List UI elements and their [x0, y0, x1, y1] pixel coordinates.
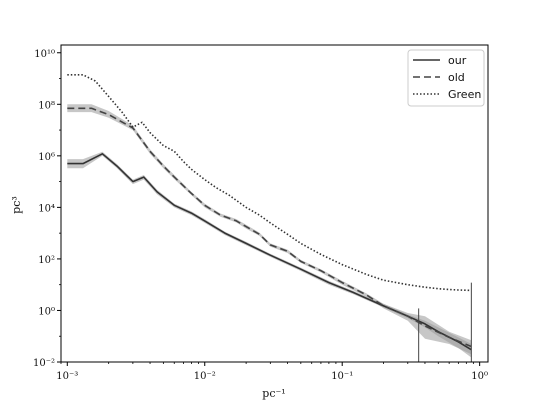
legend-box [407, 49, 485, 107]
y-tick-label: 10¹⁰ [34, 49, 55, 60]
y-tick-label: 10⁰ [38, 306, 55, 317]
legend-label-green: Green [448, 88, 481, 101]
y-tick-label: 10⁶ [38, 152, 55, 163]
y-tick-label: 10⁻² [33, 358, 55, 369]
legend-label-old: old [448, 71, 465, 84]
x-tick-label: 10⁻¹ [331, 371, 353, 382]
legend: our old Green [407, 49, 485, 107]
y-tick-label: 10⁸ [38, 100, 55, 111]
x-axis-label: pc⁻¹ [262, 387, 285, 400]
legend-label-our: our [448, 54, 467, 67]
x-tick-label: 10⁻³ [56, 371, 78, 382]
y-axis-label: pc³ [10, 196, 23, 214]
y-tick-label: 10⁴ [38, 203, 55, 214]
plot-frame [60, 44, 489, 363]
x-tick-label: 10⁰ [471, 371, 488, 382]
x-tick-label: 10⁻² [194, 371, 216, 382]
series-line-our [67, 153, 472, 351]
y-tick-label: 10² [38, 255, 55, 266]
series-line-green [67, 74, 472, 292]
series-line-old [67, 107, 472, 348]
